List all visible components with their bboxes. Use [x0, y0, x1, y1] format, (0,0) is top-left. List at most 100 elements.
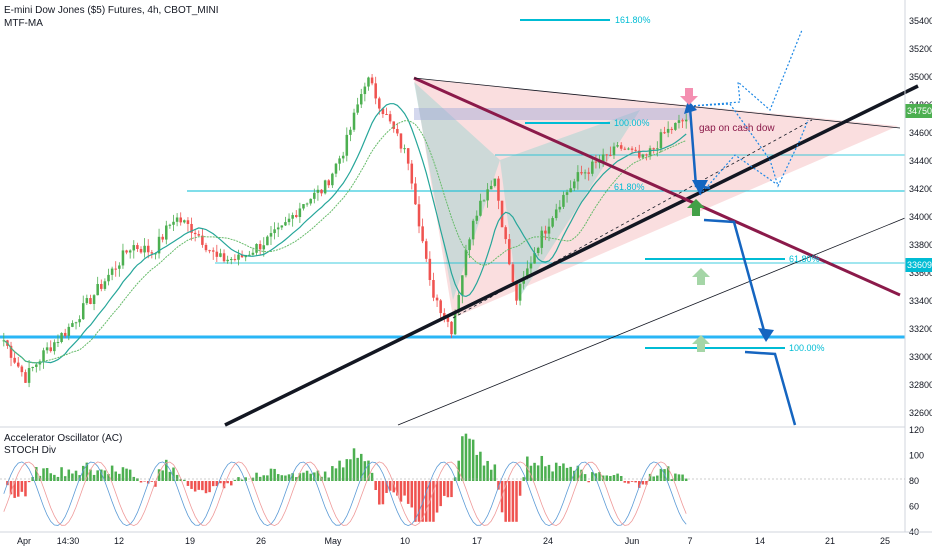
candle-body — [331, 173, 334, 186]
candle-body — [684, 119, 688, 122]
candle-body — [42, 350, 45, 362]
ac-bar — [468, 438, 471, 481]
stoch-div-label: STOCH Div — [4, 445, 57, 456]
ac-bar — [439, 481, 442, 507]
ac-bar — [186, 481, 190, 486]
ac-bar — [107, 474, 110, 481]
ac-bar — [396, 481, 399, 496]
candle-body — [168, 224, 172, 226]
ac-bar — [215, 481, 219, 487]
candle-body — [576, 172, 580, 182]
ac-bar — [150, 481, 154, 482]
oscillator-title: Accelerator Oscillator (AC) — [4, 433, 123, 444]
ac-bar — [13, 481, 16, 498]
stoch-d-line — [3, 461, 687, 527]
candle-body — [190, 223, 193, 233]
ac-bar — [305, 470, 309, 481]
time-tick: Apr — [17, 536, 31, 546]
ac-bar — [497, 481, 500, 490]
time-tick: Jun — [625, 536, 640, 546]
buy-arrow-icon-2 — [692, 268, 710, 285]
candle-body — [587, 172, 590, 174]
candle-body — [464, 250, 468, 276]
price-tick: 34200 — [909, 184, 932, 194]
candle-body — [601, 154, 605, 162]
ac-bar — [569, 466, 572, 481]
fib-618-upper-label: 61.80% — [614, 182, 645, 192]
candle-body — [388, 114, 392, 122]
time-tick: 14:30 — [57, 536, 80, 546]
ac-bar — [511, 481, 515, 522]
candle-body — [222, 253, 226, 262]
candle-body — [421, 226, 424, 242]
candle-body — [468, 239, 471, 251]
candle-body — [60, 332, 63, 343]
sell-arrow-icon — [680, 88, 698, 105]
candle-body — [471, 220, 475, 240]
last-price-badge — [905, 104, 932, 118]
candle-body — [16, 362, 20, 367]
ac-bar — [183, 479, 186, 481]
oscillator-pane — [3, 433, 688, 527]
candle-body — [269, 233, 273, 237]
candle-body — [258, 244, 262, 250]
candle-body — [515, 281, 518, 301]
ac-bar — [547, 464, 551, 481]
ac-bar — [367, 460, 370, 481]
ac-bar — [53, 474, 56, 481]
candle-body — [204, 244, 208, 251]
time-axis: Apr 14:30 12 19 26 May 10 17 24 Jun 7 14 21 25 — [17, 536, 890, 546]
candle-body — [403, 148, 406, 150]
candle-body — [641, 154, 645, 158]
ac-bar — [356, 457, 359, 481]
candle-body — [591, 161, 594, 174]
candle-body — [367, 77, 370, 87]
time-tick: May — [324, 536, 342, 546]
candle-body — [627, 148, 630, 150]
ac-bar — [211, 481, 215, 487]
trendline-dashed — [452, 119, 813, 319]
chart-header: E-mini Dow Jones ($5) Futures, 4h, CBOT_… — [4, 4, 219, 30]
ac-bar — [573, 470, 576, 481]
time-tick: 17 — [472, 536, 482, 546]
candle-body — [370, 77, 374, 84]
ac-bar — [302, 472, 305, 481]
ac-bar — [190, 481, 193, 489]
ac-bar — [35, 467, 38, 481]
candle-body — [493, 178, 497, 186]
ac-bar — [280, 475, 284, 481]
candle-body — [363, 86, 367, 95]
ac-bar — [110, 465, 114, 481]
ac-bar — [208, 481, 211, 493]
ac-bar — [591, 472, 594, 481]
arrowhead-2 — [758, 328, 774, 342]
ac-bar — [323, 471, 327, 481]
fib-100-lower-label: 100.00% — [789, 343, 825, 353]
ac-bar — [71, 473, 74, 481]
candle-body — [435, 297, 439, 301]
candle-body — [107, 274, 110, 282]
candle-body — [179, 217, 182, 223]
ac-bar — [9, 481, 13, 495]
candle-body — [392, 121, 396, 129]
time-tick: 14 — [755, 536, 765, 546]
candle-body — [619, 145, 623, 149]
candle-body — [547, 226, 551, 234]
candle-body — [424, 241, 428, 259]
candle-body — [533, 252, 536, 264]
candle-body — [544, 230, 547, 234]
candle-body — [320, 189, 323, 194]
candle-body — [186, 220, 190, 224]
projection-dotted-2 — [689, 103, 809, 188]
candle-body — [681, 120, 684, 122]
candle-body — [536, 247, 540, 253]
price-tick: 35400 — [909, 16, 932, 26]
trend-lines — [224, 76, 919, 427]
ac-bar — [518, 481, 522, 496]
ac-bar — [616, 473, 619, 481]
candle-body — [45, 347, 49, 351]
ac-bar — [291, 473, 294, 481]
ac-bar — [446, 481, 450, 498]
candle-body — [414, 183, 417, 205]
ac-bar — [634, 481, 637, 483]
